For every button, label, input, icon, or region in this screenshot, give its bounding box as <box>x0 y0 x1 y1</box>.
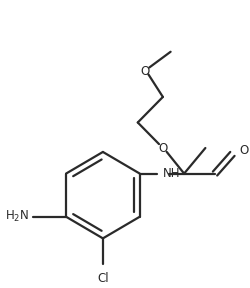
Text: O: O <box>238 145 248 158</box>
Text: O: O <box>158 141 167 155</box>
Text: Cl: Cl <box>97 272 108 285</box>
Text: NH: NH <box>162 167 180 180</box>
Text: O: O <box>140 65 149 78</box>
Text: H$_2$N: H$_2$N <box>5 209 29 224</box>
